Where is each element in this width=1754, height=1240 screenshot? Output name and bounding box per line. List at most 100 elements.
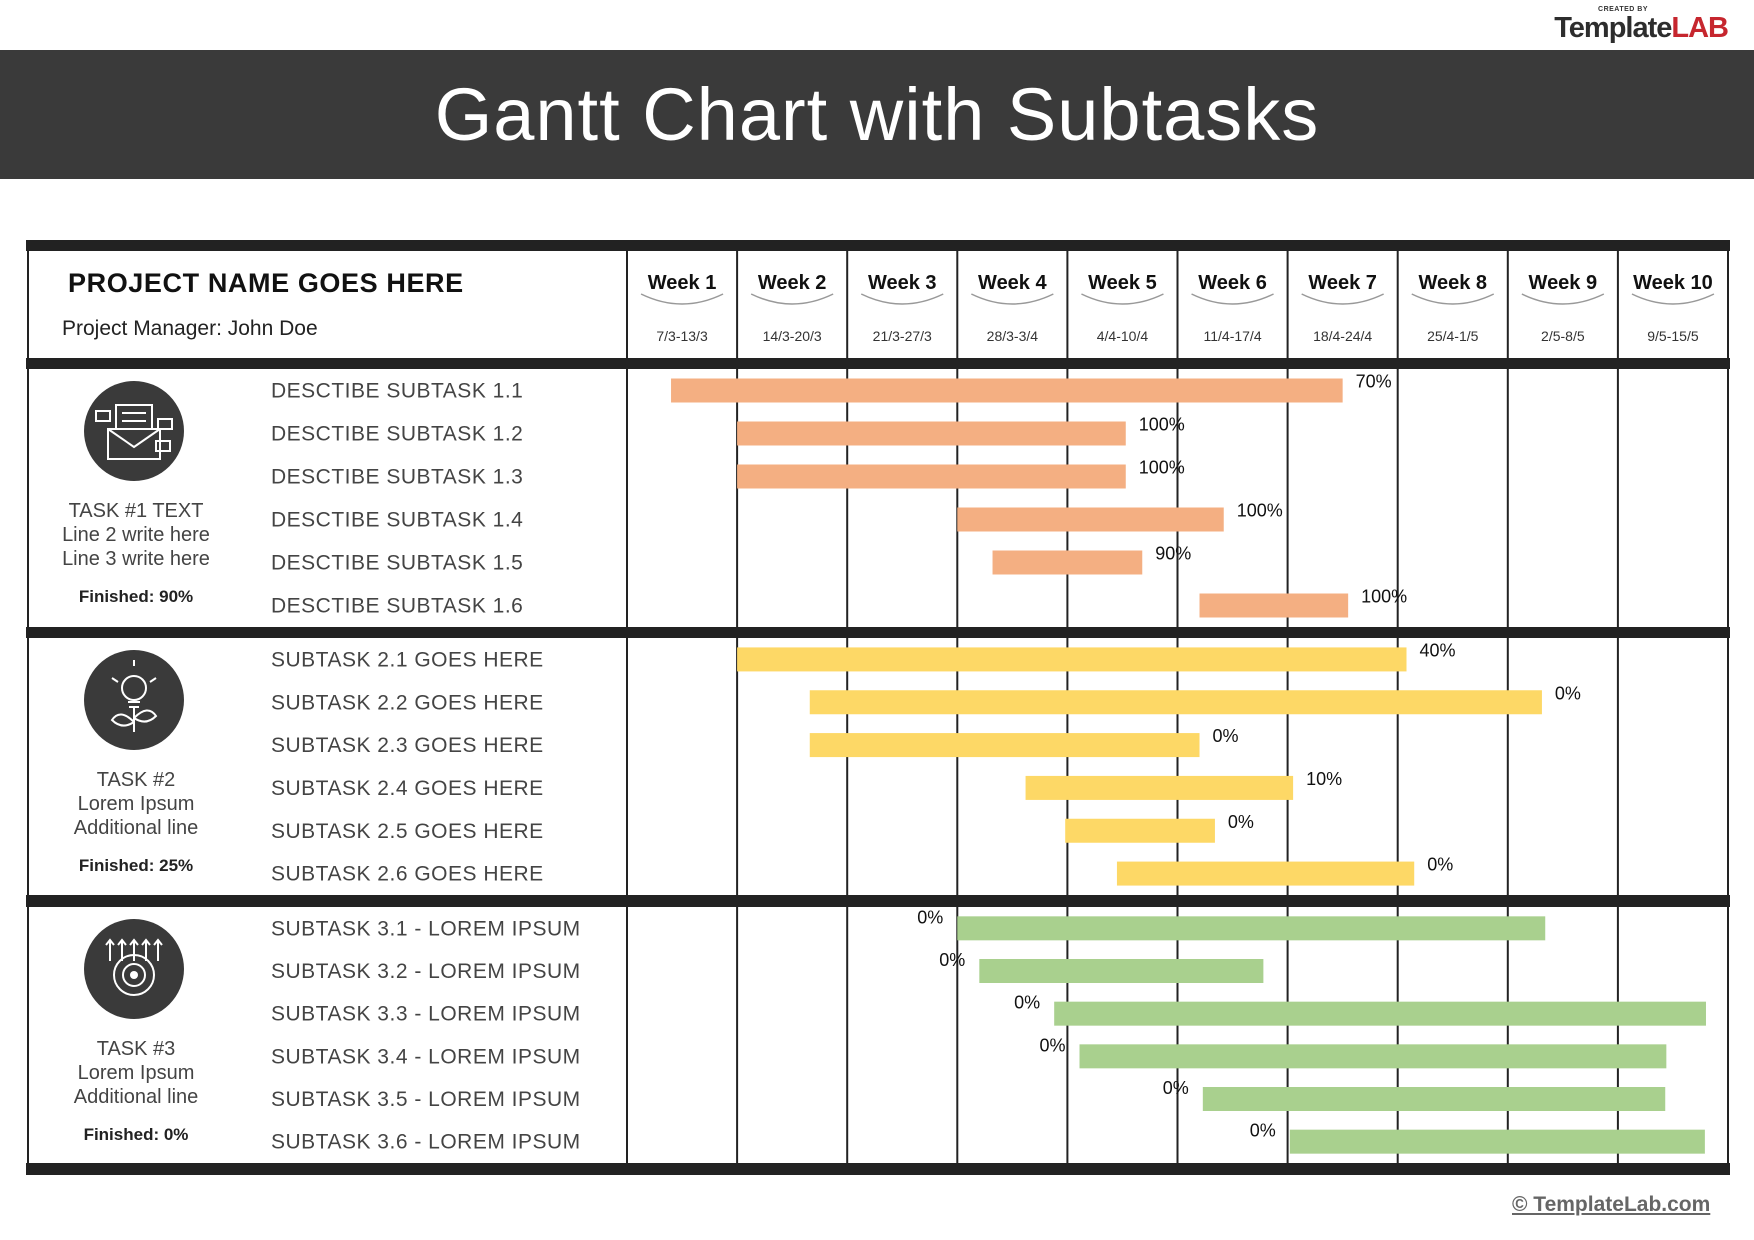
logo-created-by: CREATED BY [1598, 6, 1648, 13]
envelope-body [107, 428, 161, 460]
week-label: Week 4 [978, 272, 1047, 294]
target-arrows-icon-badge [84, 919, 184, 1019]
gantt-bar [1079, 1044, 1667, 1069]
progress-label: 100% [1361, 587, 1407, 607]
templatelab-logo: CREATED BY TemplateLAB [1554, 6, 1729, 43]
task-finished: Finished: 90% [79, 587, 193, 606]
task-label-line: Additional line [74, 1086, 199, 1108]
title-banner: Gantt Chart with Subtasks [0, 50, 1754, 179]
mini-envelope [157, 418, 173, 430]
week-arc-decoration [1191, 293, 1274, 305]
bulb-rays [111, 660, 157, 683]
gantt-bar [671, 378, 1343, 403]
progress-label: 0% [1228, 812, 1254, 832]
mini-envelope [155, 440, 171, 452]
week-dates: 25/4-1/5 [1427, 328, 1479, 344]
task-label-line: Line 2 write here [62, 524, 210, 546]
week-label: Week 8 [1418, 272, 1487, 294]
progress-label: 100% [1139, 415, 1185, 435]
arrow [129, 938, 139, 961]
mini-envelope [95, 410, 111, 422]
plant-leaf [110, 713, 135, 727]
week-arc-decoration [1081, 293, 1164, 305]
target-ring [122, 963, 146, 987]
week-arc-decoration [1631, 293, 1715, 305]
week-label: Week 9 [1529, 272, 1598, 294]
gantt-bar [1199, 593, 1349, 618]
gantt-bar [957, 507, 1224, 532]
progress-label: 0% [917, 907, 943, 927]
progress-label: 40% [1420, 640, 1456, 660]
week-dates: 18/4-24/4 [1313, 328, 1372, 344]
arrow [141, 938, 151, 961]
subtask-name: SUBTASK 3.1 - LOREM IPSUM [271, 917, 581, 940]
gantt-bar [1202, 1087, 1666, 1111]
footer-link[interactable]: © TemplateLab.com [1512, 1193, 1711, 1216]
week-dates: 28/3-3/4 [987, 328, 1039, 344]
progress-label: 0% [1014, 993, 1040, 1013]
project-manager: Project Manager: John Doe [62, 317, 318, 340]
week-label: Week 1 [648, 272, 717, 294]
task-label-line: TASK #2 [97, 769, 176, 791]
grid-bottom-band [26, 1163, 1730, 1175]
week-dates: 2/5-8/5 [1541, 328, 1585, 344]
subtask-name: SUBTASK 2.4 GOES HERE [271, 777, 544, 800]
header-bottom-band [26, 358, 1730, 369]
progress-label: 0% [1427, 855, 1453, 875]
task-label-line: Line 3 write here [62, 548, 210, 570]
progress-label: 100% [1139, 458, 1185, 478]
progress-label: 0% [1213, 726, 1239, 746]
task-label-line: TASK #3 [97, 1038, 176, 1060]
task-label-line: Additional line [74, 817, 199, 839]
progress-label: 0% [1555, 683, 1581, 703]
task-label-line: TASK #1 TEXT [69, 500, 204, 522]
subtask-name: SUBTASK 3.2 - LOREM IPSUM [271, 960, 581, 983]
gantt-bar [737, 647, 1407, 672]
week-dates: 7/3-13/3 [656, 328, 708, 344]
progress-label: 10% [1306, 769, 1342, 789]
subtask-name: SUBTASK 2.5 GOES HERE [271, 820, 544, 843]
letter-lines [122, 412, 146, 422]
subtask-name: DESCTIBE SUBTASK 1.1 [271, 380, 523, 403]
progress-label: 0% [939, 950, 965, 970]
week-arc-decoration [1301, 293, 1384, 305]
week-arc-decoration [640, 293, 724, 305]
week-label: Week 2 [758, 272, 827, 294]
subtask-name: SUBTASK 2.2 GOES HERE [271, 691, 544, 714]
progress-label: 0% [1250, 1121, 1276, 1141]
week-dates: 4/4-10/4 [1097, 328, 1149, 344]
gantt-bar [809, 733, 1200, 758]
gantt-bar [1065, 818, 1215, 843]
subtask-name: SUBTASK 3.3 - LOREM IPSUM [271, 1003, 581, 1026]
arrow [105, 938, 115, 961]
week-label: Week 7 [1308, 272, 1377, 294]
week-label: Week 10 [1633, 272, 1713, 294]
week-dates: 21/3-27/3 [873, 328, 932, 344]
gantt-bar [737, 421, 1126, 446]
gantt-bar [957, 916, 1546, 941]
arrow [153, 938, 163, 961]
progress-label: 100% [1237, 501, 1283, 521]
week-arc-decoration [860, 293, 944, 305]
envelope-flap [107, 428, 161, 449]
week-dates: 11/4-17/4 [1203, 328, 1261, 344]
gantt-bar [1025, 775, 1294, 800]
week-label: Week 3 [868, 272, 937, 294]
header-top-band [26, 240, 1730, 251]
subtask-name: SUBTASK 2.3 GOES HERE [271, 734, 544, 757]
week-arc-decoration [1411, 293, 1495, 305]
subtask-name: DESCTIBE SUBTASK 1.2 [271, 423, 523, 446]
week-label: Week 5 [1088, 272, 1157, 294]
section-divider [26, 895, 1730, 907]
progress-label: 90% [1155, 544, 1191, 564]
gantt-bar [809, 690, 1542, 715]
project-name: PROJECT NAME GOES HERE [68, 268, 464, 298]
page-title: Gantt Chart with Subtasks [434, 73, 1320, 156]
section-divider [26, 627, 1730, 638]
week-label: Week 6 [1198, 272, 1267, 294]
gantt-bar [979, 959, 1264, 983]
task-finished: Finished: 25% [79, 856, 193, 875]
week-arc-decoration [971, 293, 1054, 305]
subtask-name: SUBTASK 2.6 GOES HERE [271, 863, 544, 886]
subtask-name: DESCTIBE SUBTASK 1.3 [271, 466, 523, 489]
